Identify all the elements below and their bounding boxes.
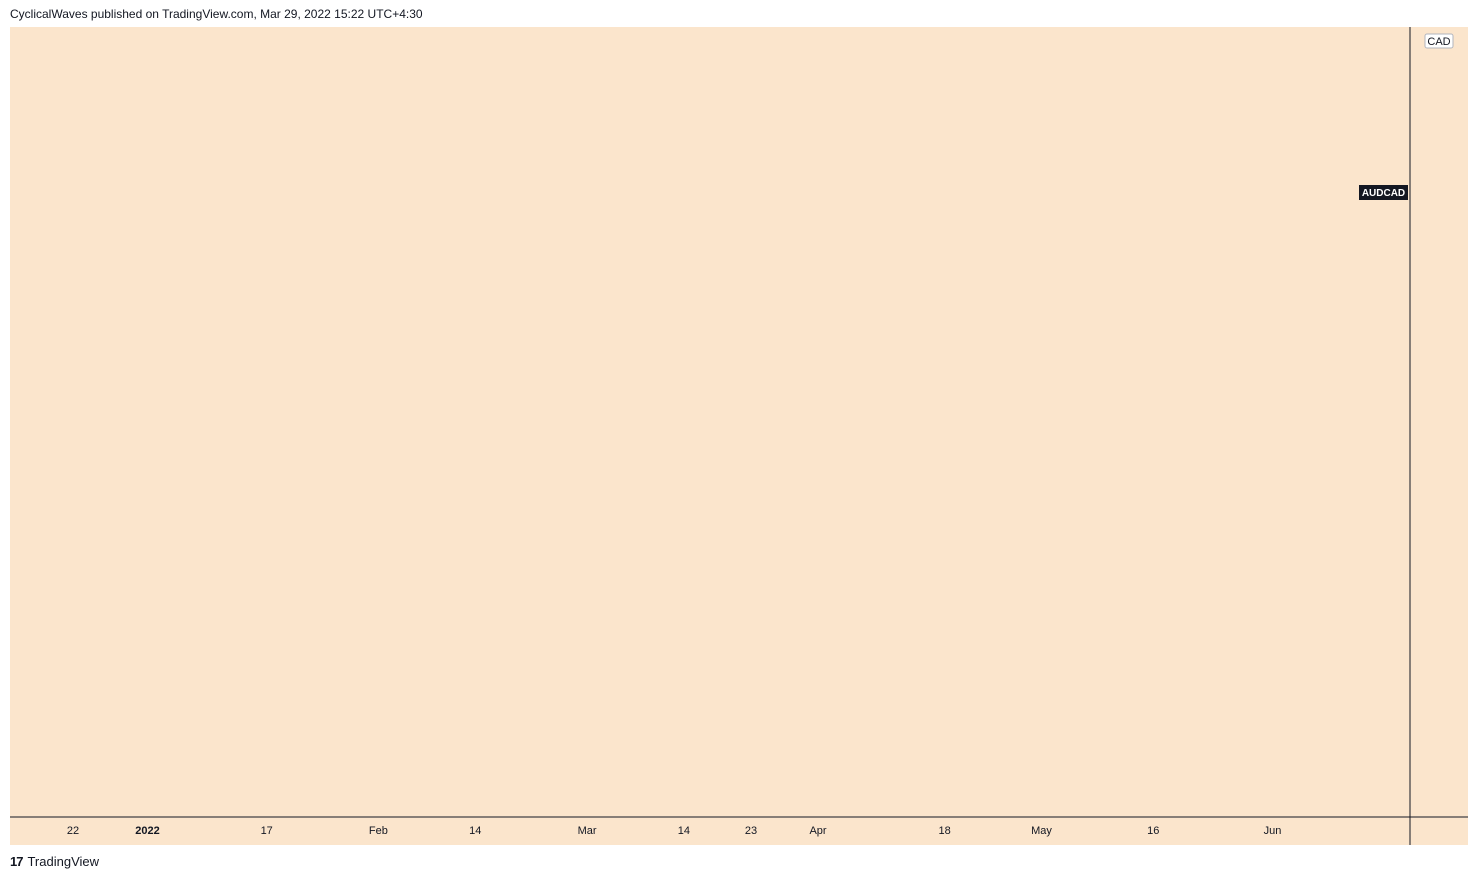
tradingview-logo-icon: 17	[10, 854, 24, 869]
currency-tag[interactable]: CAD	[1424, 33, 1454, 49]
symbol-tag: AUDCAD	[1359, 185, 1408, 200]
time-tick-label: Apr	[809, 825, 826, 837]
time-tick-label: 14	[469, 825, 481, 837]
price-axis-panel	[1410, 27, 1468, 817]
plot-background	[10, 27, 1410, 817]
time-axis-panel	[10, 817, 1468, 845]
time-tick-label: Mar	[578, 825, 597, 837]
time-tick-label: 14	[678, 825, 690, 837]
time-tick-label: 23	[745, 825, 757, 837]
symbol-label: AUDCAD	[1362, 188, 1405, 199]
currency-label: CAD	[1427, 36, 1450, 48]
publish-info: CyclicalWaves published on TradingView.c…	[10, 7, 423, 21]
time-axis-ticks: 22 2022 17 Feb 14 Mar 14 23 Apr 18 May 16 Jun	[67, 825, 1282, 837]
footer-brand[interactable]: 17 TradingView	[10, 854, 99, 869]
time-tick-label: 16	[1147, 825, 1159, 837]
time-tick-label: 18	[938, 825, 950, 837]
footer-brand-label: TradingView	[27, 854, 100, 869]
time-tick-label: 2022	[135, 825, 159, 837]
price-chart[interactable]: 0.94870.945180.910060.89690 viiiiviiibac…	[0, 0, 1478, 850]
time-tick-label: May	[1031, 825, 1052, 837]
time-tick-label: 17	[261, 825, 273, 837]
time-tick-label: Feb	[369, 825, 388, 837]
time-tick-label: Jun	[1264, 825, 1282, 837]
time-tick-label: 22	[67, 825, 79, 837]
